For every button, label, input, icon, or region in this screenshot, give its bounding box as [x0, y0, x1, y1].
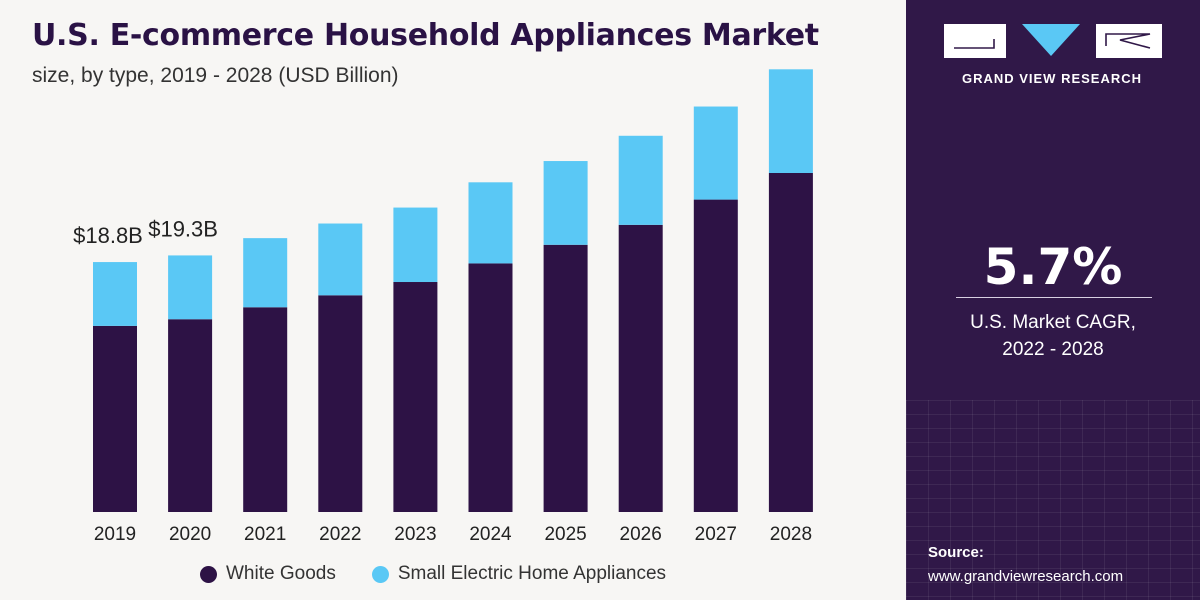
legend-item-white-goods: White Goods	[200, 563, 336, 585]
bar-small-electric-home-appliances-2023	[393, 207, 438, 283]
legend-label-white-goods: White Goods	[226, 563, 336, 584]
legend-swatch-small-electric	[371, 565, 389, 583]
bar-small-electric-home-appliances-2021	[243, 238, 288, 308]
x-tick-label-2025: 2025	[544, 524, 586, 545]
source-link[interactable]: www.grandviewresearch.com	[928, 568, 1124, 585]
bar-white-goods-2023	[393, 282, 438, 512]
bar-white-goods-2021	[243, 307, 288, 512]
bar-white-goods-2024	[468, 263, 513, 512]
bar-small-electric-home-appliances-2024	[468, 182, 513, 264]
x-tick-label-2019: 2019	[94, 524, 136, 545]
cagr-divider	[956, 297, 1152, 298]
legend-swatch-white-goods	[200, 565, 217, 583]
bar-white-goods-2019	[93, 325, 137, 512]
gvr-logo-icon	[944, 24, 1162, 58]
chart-subtitle: size, by type, 2019 - 2028 (USD Billion)	[32, 64, 399, 87]
chart-title: U.S. E-commerce Household Appliances Mar…	[32, 18, 819, 53]
cagr-value: 5.7%	[983, 238, 1123, 296]
x-tick-label-2028: 2028	[770, 524, 812, 545]
bar-small-electric-home-appliances-2028	[768, 69, 813, 173]
bar-small-electric-home-appliances-2022	[318, 223, 363, 296]
bar-white-goods-2027	[693, 199, 738, 512]
cagr-label: U.S. Market CAGR, 2022 - 2028	[906, 309, 1200, 363]
chart-panel: U.S. E-commerce Household Appliances Mar…	[32, 18, 820, 585]
source-label: Source:	[928, 544, 984, 561]
x-tick-label-2021: 2021	[244, 524, 286, 545]
x-tick-label-2024: 2024	[469, 524, 512, 545]
brand-name: GRAND VIEW RESEARCH	[961, 71, 1143, 86]
data-label-2019: $18.8B	[73, 223, 143, 248]
x-tick-label-2020: 2020	[169, 524, 211, 545]
x-tick-label-2022: 2022	[319, 524, 361, 545]
grid-floor-decoration	[906, 400, 1200, 600]
x-tick-label-2026: 2026	[620, 524, 662, 545]
bar-small-electric-home-appliances-2019	[93, 262, 137, 326]
bar-white-goods-2025	[543, 244, 588, 512]
bar-small-electric-home-appliances-2027	[693, 106, 738, 200]
bar-white-goods-2028	[768, 173, 813, 512]
bar-white-goods-2026	[618, 224, 663, 513]
stacked-bar-chart: 2019 $18.8B 2020 $19.3B 2021 2022 2023 2024 2025…	[73, 69, 813, 545]
bar-small-electric-home-appliances-2026	[618, 135, 663, 225]
x-tick-label-2027: 2027	[695, 524, 737, 545]
legend-label-small-electric: Small Electric Home Appliances	[397, 563, 667, 584]
chart-legend: White Goods Small Electric Home Applianc…	[200, 563, 692, 585]
bar-white-goods-2020	[168, 319, 213, 512]
cagr-label-line1: U.S. Market CAGR,	[970, 312, 1136, 333]
bar-small-electric-home-appliances-2020	[168, 255, 213, 320]
bar-white-goods-2022	[318, 295, 363, 512]
legend-item-small-electric: Small Electric Home Appliances	[371, 563, 667, 585]
data-label-2020: $19.3B	[148, 216, 218, 241]
x-tick-label-2023: 2023	[394, 524, 436, 545]
cagr-label-line2: 2022 - 2028	[1002, 339, 1104, 360]
info-sidebar: GRAND VIEW RESEARCH 5.7% U.S. Market CAG…	[906, 0, 1200, 600]
bar-small-electric-home-appliances-2025	[543, 161, 588, 245]
